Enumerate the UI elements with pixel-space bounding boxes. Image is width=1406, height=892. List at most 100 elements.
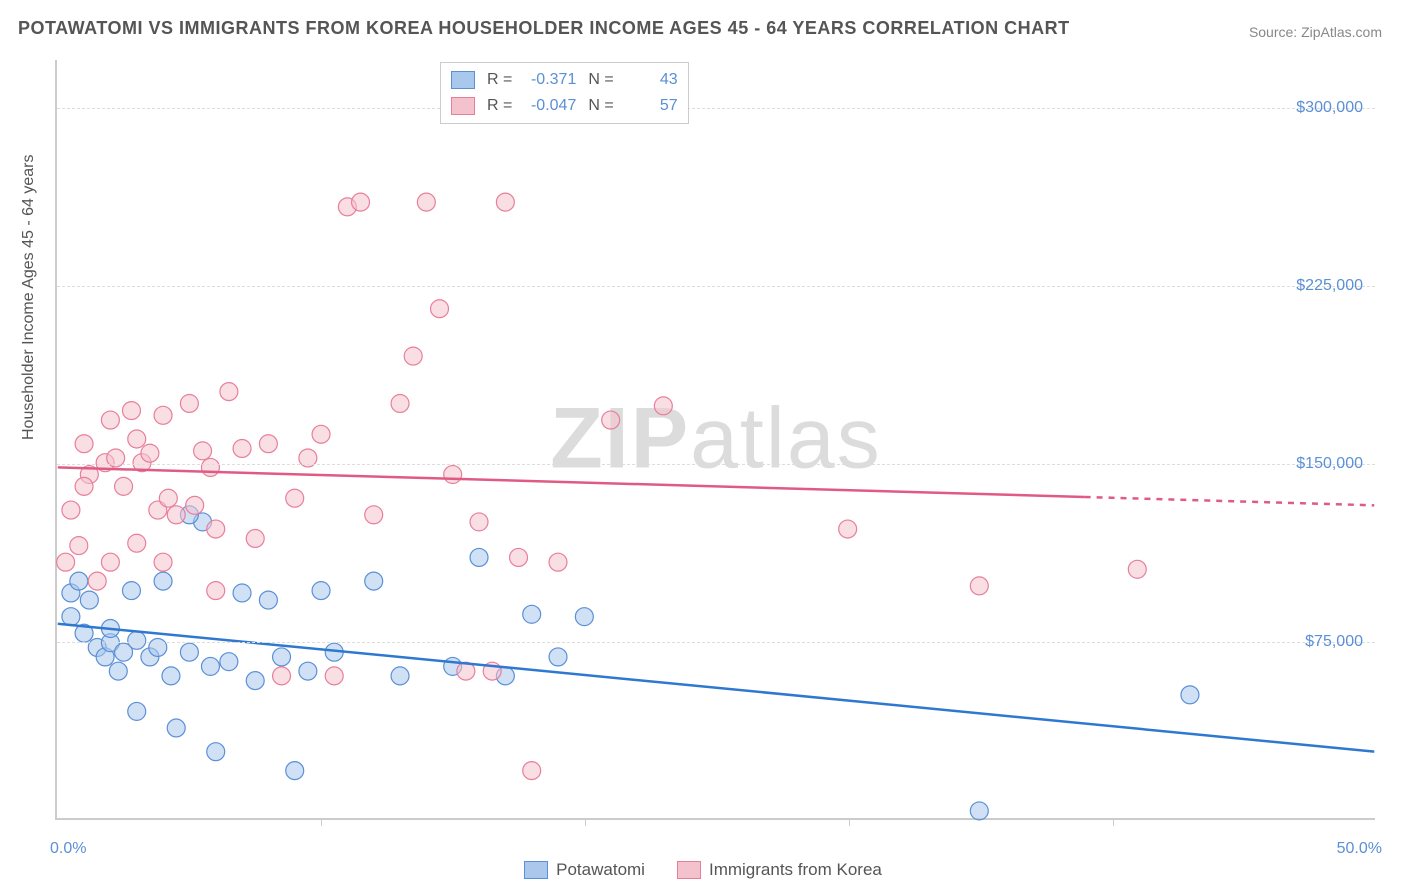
data-point	[444, 466, 462, 484]
data-point	[273, 667, 291, 685]
grid-line	[57, 108, 1375, 109]
data-point	[62, 501, 80, 519]
plot-area: ZIPatlas $75,000$150,000$225,000$300,000	[55, 60, 1375, 820]
r-label-1: R =	[487, 97, 512, 115]
grid-line	[57, 642, 1375, 643]
data-point	[575, 608, 593, 626]
data-point	[233, 439, 251, 457]
data-point	[299, 662, 317, 680]
data-point	[496, 193, 514, 211]
data-point	[167, 719, 185, 737]
r-value-0: -0.371	[520, 71, 576, 89]
x-tick	[321, 818, 322, 826]
data-point	[128, 702, 146, 720]
data-point	[602, 411, 620, 429]
data-point	[180, 643, 198, 661]
data-point	[180, 394, 198, 412]
data-point	[154, 406, 172, 424]
data-point	[510, 548, 528, 566]
data-point	[101, 411, 119, 429]
data-point	[70, 572, 88, 590]
data-point	[201, 657, 219, 675]
data-point	[839, 520, 857, 538]
data-point	[273, 648, 291, 666]
series-legend: Potawatomi Immigrants from Korea	[0, 860, 1406, 880]
y-axis-title: Householder Income Ages 45 - 64 years	[20, 155, 38, 441]
data-point	[194, 442, 212, 460]
data-point	[207, 743, 225, 761]
data-point	[1128, 560, 1146, 578]
data-point	[259, 435, 277, 453]
data-point	[1181, 686, 1199, 704]
y-tick-label: $75,000	[1305, 633, 1363, 651]
legend-row-series-0: R = -0.371 N = 43	[451, 67, 678, 93]
swatch-series-1	[451, 97, 475, 115]
swatch-series-0	[451, 71, 475, 89]
data-point	[141, 444, 159, 462]
data-point	[57, 553, 75, 571]
data-point	[122, 582, 140, 600]
data-point	[115, 477, 133, 495]
data-point	[352, 193, 370, 211]
n-label-0: N =	[588, 71, 613, 89]
n-value-1: 57	[622, 97, 678, 115]
x-tick	[849, 818, 850, 826]
source-attribution: Source: ZipAtlas.com	[1249, 24, 1382, 40]
data-point	[220, 653, 238, 671]
data-point	[186, 496, 204, 514]
data-point	[109, 662, 127, 680]
data-point	[154, 553, 172, 571]
data-point	[312, 582, 330, 600]
correlation-legend: R = -0.371 N = 43 R = -0.047 N = 57	[440, 62, 689, 124]
legend-label-0: Potawatomi	[556, 860, 645, 880]
data-point	[75, 477, 93, 495]
data-point	[70, 537, 88, 555]
data-point	[162, 667, 180, 685]
data-point	[128, 534, 146, 552]
data-point	[62, 608, 80, 626]
trend-line-extrapolated	[1085, 497, 1375, 505]
data-point	[286, 489, 304, 507]
data-point	[549, 648, 567, 666]
data-point	[970, 577, 988, 595]
data-point	[312, 425, 330, 443]
legend-item-0: Potawatomi	[524, 860, 645, 880]
data-point	[201, 458, 219, 476]
data-point	[101, 553, 119, 571]
data-point	[431, 300, 449, 318]
data-point	[417, 193, 435, 211]
grid-line	[57, 464, 1375, 465]
data-point	[549, 553, 567, 571]
data-point	[128, 631, 146, 649]
grid-line	[57, 286, 1375, 287]
legend-item-1: Immigrants from Korea	[677, 860, 882, 880]
data-point	[391, 394, 409, 412]
scatter-svg	[57, 60, 1375, 818]
data-point	[523, 762, 541, 780]
y-tick-label: $225,000	[1296, 277, 1363, 295]
data-point	[154, 572, 172, 590]
data-point	[233, 584, 251, 602]
legend-swatch-1	[677, 861, 701, 879]
n-value-0: 43	[622, 71, 678, 89]
data-point	[220, 383, 238, 401]
data-point	[970, 802, 988, 820]
data-point	[259, 591, 277, 609]
data-point	[122, 402, 140, 420]
legend-swatch-0	[524, 861, 548, 879]
data-point	[88, 572, 106, 590]
data-point	[391, 667, 409, 685]
n-label-1: N =	[588, 97, 613, 115]
data-point	[325, 667, 343, 685]
y-tick-label: $300,000	[1296, 99, 1363, 117]
data-point	[286, 762, 304, 780]
data-point	[246, 672, 264, 690]
data-point	[365, 506, 383, 524]
legend-row-series-1: R = -0.047 N = 57	[451, 93, 678, 119]
x-tick	[585, 818, 586, 826]
x-tick	[1113, 818, 1114, 826]
data-point	[654, 397, 672, 415]
r-label-0: R =	[487, 71, 512, 89]
y-tick-label: $150,000	[1296, 455, 1363, 473]
data-point	[470, 548, 488, 566]
